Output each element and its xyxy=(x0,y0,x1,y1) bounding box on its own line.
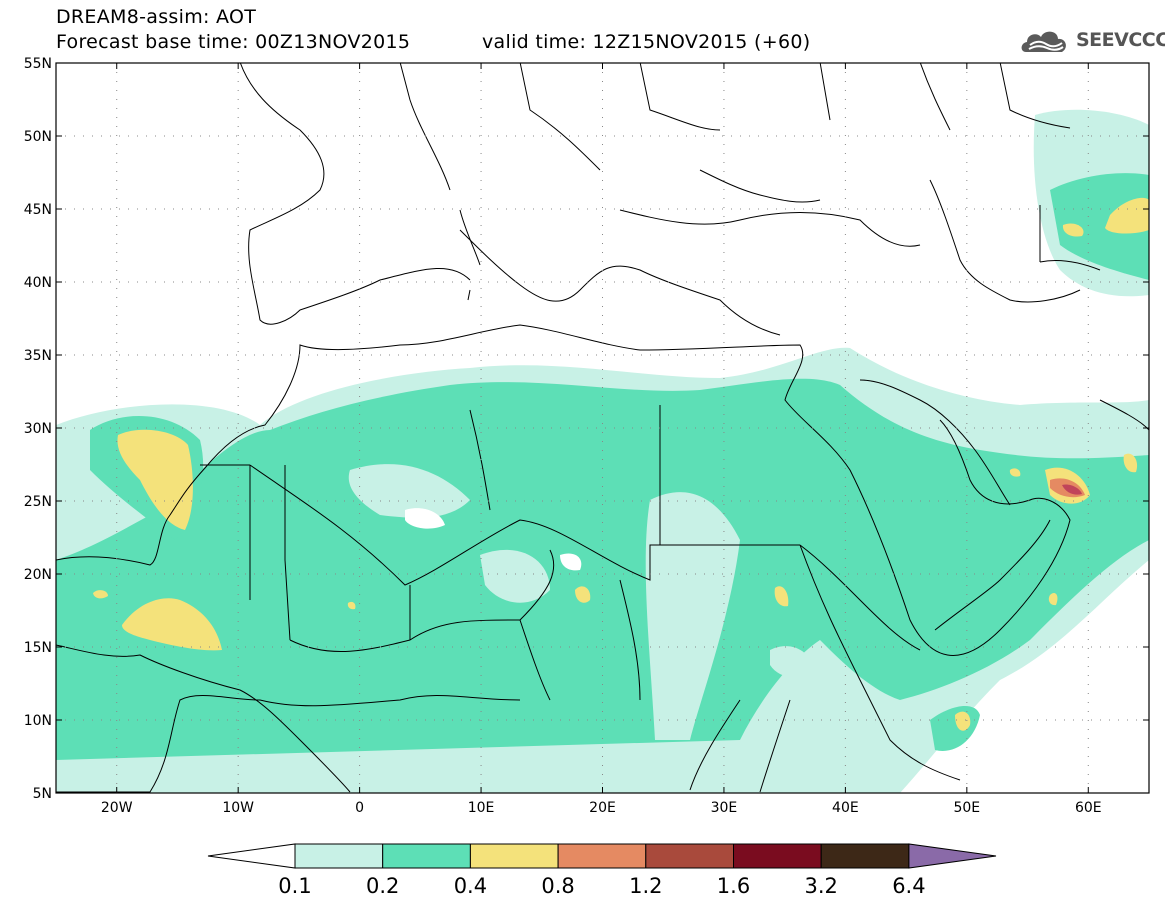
colorbar-box xyxy=(733,843,822,869)
lon-label: 20W xyxy=(101,800,133,816)
colorbar-box xyxy=(382,843,471,869)
lat-label: 35N xyxy=(24,348,52,364)
aot-level-0.1-holes xyxy=(348,464,815,740)
lon-label: 20E xyxy=(589,800,616,816)
colorbar-label: 1.2 xyxy=(629,874,662,898)
lat-label: 30N xyxy=(24,421,52,437)
colorbar-labels: 0.1 0.2 0.4 0.8 1.2 1.6 3.2 6.4 xyxy=(278,874,925,898)
lon-label: 60E xyxy=(1075,800,1102,816)
aot-level-1.2 xyxy=(1062,484,1082,495)
colorbar-box xyxy=(557,843,647,869)
lon-label: 0 xyxy=(355,800,364,816)
colorbar-label: 0.2 xyxy=(366,874,399,898)
colorbar-label: 6.4 xyxy=(892,874,925,898)
lat-label: 50N xyxy=(24,129,52,145)
lat-label: 55N xyxy=(24,56,52,72)
colorbar-high-extension xyxy=(908,843,997,869)
colorbar-boxes xyxy=(207,843,997,869)
cloud-logo-icon xyxy=(1021,31,1066,52)
colorbar-label: 1.6 xyxy=(717,874,750,898)
lat-label: 5N xyxy=(33,786,52,802)
valid-time: valid time: 12Z15NOV2015 (+60) xyxy=(482,31,811,53)
aot-field xyxy=(56,109,1149,793)
colorbar-box xyxy=(645,843,734,869)
lon-label: 50E xyxy=(953,800,980,816)
base-time: Forecast base time: 00Z13NOV2015 xyxy=(56,31,411,53)
coastlines xyxy=(56,63,1149,793)
colorbar-label: 0.8 xyxy=(541,874,574,898)
lon-label: 10E xyxy=(468,800,495,816)
lon-label: 10W xyxy=(222,800,254,816)
seevccc-logo: SEEVCCC xyxy=(1018,22,1165,58)
lat-label: 45N xyxy=(24,202,52,218)
lat-label: 15N xyxy=(24,640,52,656)
colorbar-box xyxy=(469,843,559,869)
lat-label: 20N xyxy=(24,567,52,583)
aot-below-0.1 xyxy=(405,508,582,571)
colorbar-label: 0.1 xyxy=(278,874,311,898)
lat-label: 10N xyxy=(24,713,52,729)
aot-level-0.4 xyxy=(93,197,1149,731)
map-frame xyxy=(55,62,1150,794)
lon-label: 30E xyxy=(711,800,738,816)
forecast-times: Forecast base time: 00Z13NOV2015 valid ti… xyxy=(56,31,810,53)
colorbar-box xyxy=(294,843,384,869)
colorbar-box xyxy=(820,843,910,869)
lat-label: 25N xyxy=(24,494,52,510)
colorbar-low-extension xyxy=(207,843,296,869)
logo-text: SEEVCCC xyxy=(1076,29,1165,51)
colorbar-label: 0.4 xyxy=(454,874,487,898)
lon-label: 40E xyxy=(832,800,859,816)
map-title: DREAM8-assim: AOT xyxy=(56,6,257,28)
map-ticks: 55N 50N 45N 40N 35N 30N 25N 20N 15N 10N 5N 20W 10W 0 1… xyxy=(24,56,1149,816)
lat-label: 40N xyxy=(24,275,52,291)
colorbar-label: 3.2 xyxy=(804,874,837,898)
